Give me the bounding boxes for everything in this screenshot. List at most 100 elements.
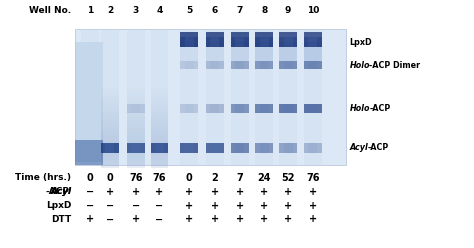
Text: +: +: [185, 201, 193, 211]
Bar: [231, 42, 248, 61]
Text: Acyl: Acyl: [51, 187, 72, 196]
Bar: [255, 143, 273, 153]
Bar: [210, 104, 219, 113]
Text: −: −: [86, 201, 94, 211]
Text: 2: 2: [107, 6, 113, 15]
Bar: [185, 61, 193, 69]
Bar: [304, 42, 322, 61]
Bar: [127, 108, 145, 112]
Bar: [101, 80, 119, 84]
Text: +: +: [185, 215, 193, 224]
Bar: [151, 143, 168, 153]
Bar: [101, 108, 119, 112]
Bar: [101, 88, 119, 92]
Bar: [127, 88, 145, 92]
Bar: [304, 143, 322, 153]
Bar: [127, 140, 145, 144]
Bar: [151, 44, 168, 48]
Bar: [127, 40, 145, 44]
Bar: [151, 60, 168, 64]
Text: +: +: [309, 215, 317, 224]
Bar: [206, 37, 224, 47]
Text: +: +: [309, 186, 317, 197]
Bar: [131, 143, 140, 153]
Bar: [151, 68, 168, 72]
Bar: [101, 96, 119, 100]
Bar: [151, 84, 168, 88]
Bar: [180, 31, 198, 37]
Bar: [260, 104, 269, 113]
Bar: [231, 61, 248, 69]
Bar: [284, 37, 292, 47]
Bar: [151, 52, 168, 56]
Bar: [101, 56, 119, 60]
Bar: [127, 116, 145, 120]
Text: Acyl-ACP: Acyl-ACP: [26, 187, 71, 196]
Bar: [127, 44, 145, 48]
Bar: [260, 61, 269, 69]
Bar: [206, 104, 224, 113]
Bar: [151, 140, 168, 144]
Bar: [151, 100, 168, 104]
Bar: [235, 37, 244, 47]
Bar: [127, 164, 145, 168]
Bar: [127, 160, 145, 164]
Bar: [101, 144, 119, 148]
Bar: [101, 32, 119, 36]
Bar: [231, 143, 248, 153]
Bar: [284, 61, 292, 69]
Bar: [101, 124, 119, 128]
Bar: [101, 44, 119, 48]
Bar: [127, 36, 145, 40]
Text: +: +: [185, 186, 193, 197]
Bar: [127, 152, 145, 156]
Bar: [127, 104, 145, 113]
Bar: [151, 156, 168, 160]
Text: Acyl: Acyl: [50, 187, 71, 196]
Bar: [127, 48, 145, 52]
Text: +: +: [284, 186, 292, 197]
Bar: [127, 76, 145, 80]
Text: Time (hrs.): Time (hrs.): [15, 173, 71, 182]
Bar: [309, 37, 318, 47]
Bar: [255, 37, 273, 47]
Text: 10: 10: [307, 6, 319, 15]
Bar: [101, 84, 119, 88]
Bar: [101, 72, 119, 76]
Bar: [309, 143, 318, 153]
Bar: [206, 29, 224, 165]
Bar: [206, 42, 224, 61]
Text: 7: 7: [237, 6, 243, 15]
Text: +: +: [211, 215, 219, 224]
Bar: [127, 128, 145, 132]
Bar: [279, 37, 297, 47]
Bar: [231, 37, 248, 47]
Bar: [101, 29, 119, 32]
Bar: [106, 143, 114, 153]
Bar: [101, 64, 119, 68]
Bar: [127, 84, 145, 88]
Text: 6: 6: [212, 6, 218, 15]
Bar: [185, 104, 193, 113]
Bar: [101, 143, 119, 153]
Bar: [127, 156, 145, 160]
Text: +: +: [211, 201, 219, 211]
Bar: [304, 104, 322, 113]
Text: +: +: [132, 186, 140, 197]
Bar: [231, 31, 248, 37]
Bar: [101, 104, 119, 108]
Bar: [151, 56, 168, 60]
Bar: [231, 29, 248, 165]
Bar: [260, 37, 269, 47]
Text: 5: 5: [186, 6, 192, 15]
Bar: [75, 140, 103, 165]
Bar: [151, 124, 168, 128]
Bar: [255, 61, 273, 69]
Text: 76: 76: [129, 173, 142, 183]
Bar: [127, 68, 145, 72]
Bar: [127, 52, 145, 56]
Bar: [101, 29, 119, 165]
Bar: [151, 92, 168, 96]
Bar: [151, 48, 168, 52]
Text: +: +: [260, 186, 268, 197]
